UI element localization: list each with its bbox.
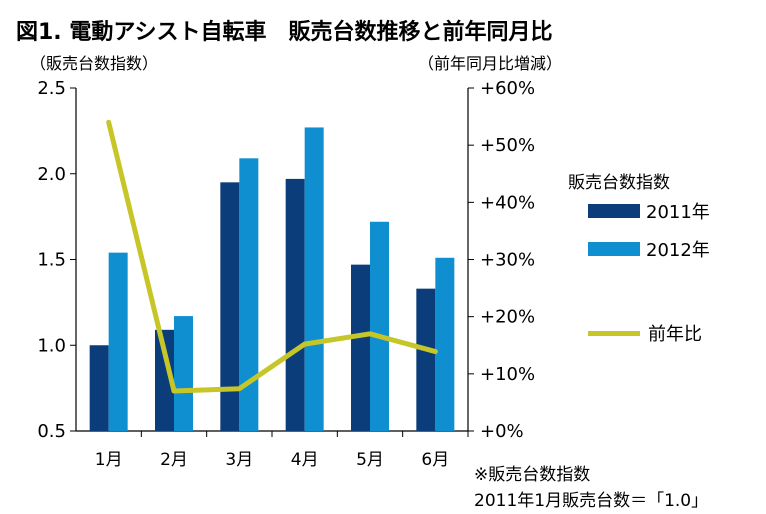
legend-label-yoy: 前年比 xyxy=(648,324,702,345)
bar-2012年-6月 xyxy=(435,257,455,431)
left-tick-label: 1.5 xyxy=(37,250,66,271)
legend-title: 販売台数指数 xyxy=(568,173,670,193)
right-axis-title: （前年同月比増減） xyxy=(418,54,563,73)
legend-item-2012: 2012年 xyxy=(588,236,710,262)
legend-item-2011: 2011年 xyxy=(588,198,710,224)
left-axis-title: （販売台数指数） xyxy=(30,54,159,73)
bar-2012年-5月 xyxy=(370,221,389,431)
footnote-line2: 2011年1月販売台数＝「1.0」 xyxy=(474,491,709,511)
bar-2012年-2月 xyxy=(174,316,193,431)
legend-swatch-2012 xyxy=(588,242,640,256)
footnote-line1: ※販売台数指数 xyxy=(474,465,591,485)
x-tick-label: 4月 xyxy=(291,450,319,470)
left-tick-label: 2.0 xyxy=(37,164,66,185)
bar-2011年-5月 xyxy=(351,264,370,431)
left-tick-label: 1.0 xyxy=(37,335,66,356)
bar-2011年-1月 xyxy=(89,345,109,431)
x-tick-label: 6月 xyxy=(421,450,449,470)
bar-2012年-4月 xyxy=(304,127,324,431)
x-tick-label: 1月 xyxy=(95,450,123,470)
right-tick-label: +20% xyxy=(480,307,535,328)
right-tick-label: +10% xyxy=(480,364,535,385)
legend-label-2011: 2011年 xyxy=(646,202,710,223)
legend-item-yoy: 前年比 xyxy=(588,320,702,346)
bar-2011年-3月 xyxy=(220,182,240,431)
x-tick-label: 3月 xyxy=(225,450,253,470)
bar-2011年-6月 xyxy=(416,288,436,431)
bar-2012年-3月 xyxy=(239,158,259,431)
right-tick-label: +50% xyxy=(480,135,535,156)
left-tick-label: 0.5 xyxy=(37,421,66,442)
right-tick-label: +30% xyxy=(480,250,535,271)
right-tick-label: +0% xyxy=(480,421,524,442)
bar-2011年-2月 xyxy=(155,329,174,431)
chart-title: 図1. 電動アシスト自転車 販売台数推移と前年同月比 xyxy=(16,20,553,45)
right-tick-label: +40% xyxy=(480,192,535,213)
legend-swatch-2011 xyxy=(588,204,640,218)
x-tick-label: 5月 xyxy=(356,450,384,470)
bar-2012年-1月 xyxy=(108,252,128,431)
legend-label-2012: 2012年 xyxy=(646,240,710,261)
left-tick-label: 2.5 xyxy=(37,78,66,99)
legend-swatch-yoy xyxy=(588,330,640,336)
yoy-line xyxy=(106,119,438,394)
bar-2011年-4月 xyxy=(285,178,305,431)
x-tick-label: 2月 xyxy=(160,450,188,470)
right-tick-label: +60% xyxy=(480,78,535,99)
